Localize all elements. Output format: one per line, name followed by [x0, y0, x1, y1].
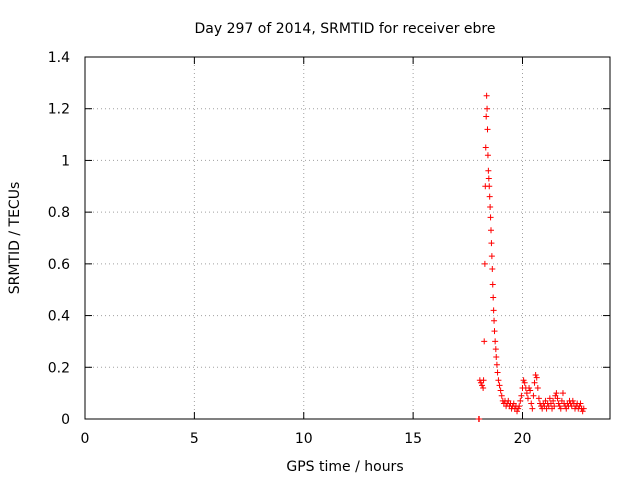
data-point — [579, 408, 586, 415]
data-point — [515, 405, 522, 412]
x-tick-label: 10 — [295, 431, 313, 447]
ticks: 0 0.2 0.4 0.6 0.8 1 1.2 1.4 0 5 10 15 20 — [48, 50, 610, 447]
grid — [85, 57, 610, 419]
x-axis-label: GPS time / hours — [286, 459, 403, 475]
data-point — [534, 384, 541, 391]
data-point — [557, 405, 564, 412]
data-point — [556, 403, 563, 410]
data-point — [520, 377, 527, 384]
y-tick-label: 0.8 — [48, 205, 70, 221]
data-point — [529, 405, 536, 412]
data-points — [475, 92, 587, 422]
data-point — [494, 369, 501, 376]
data-point — [580, 405, 587, 412]
data-point — [526, 384, 533, 391]
data-point — [489, 281, 496, 288]
data-point — [487, 214, 494, 221]
data-point — [477, 379, 484, 386]
data-point — [482, 144, 489, 151]
data-point — [484, 152, 491, 159]
data-point — [480, 384, 487, 391]
data-point — [481, 338, 488, 345]
data-point — [554, 395, 561, 402]
data-point — [514, 408, 521, 415]
data-point — [569, 397, 576, 404]
data-point — [489, 266, 496, 273]
data-point — [493, 353, 500, 360]
data-point — [524, 395, 531, 402]
data-point — [486, 193, 493, 200]
data-point — [492, 338, 499, 345]
y-tick-label: 1.2 — [48, 102, 70, 118]
x-tick-label: 5 — [190, 431, 199, 447]
data-point — [516, 403, 523, 410]
chart-title: Day 297 of 2014, SRMTID for receiver ebr… — [195, 21, 496, 37]
data-point — [531, 379, 538, 386]
data-point — [517, 397, 524, 404]
data-point — [484, 105, 491, 112]
data-point — [492, 346, 499, 353]
data-point — [523, 390, 530, 397]
data-point — [485, 175, 492, 182]
data-point — [493, 361, 500, 368]
data-point — [553, 390, 560, 397]
y-tick-label: 1 — [61, 153, 70, 169]
data-point — [498, 392, 505, 399]
data-point — [495, 377, 502, 384]
data-point — [530, 392, 537, 399]
data-point — [485, 167, 492, 174]
data-point — [496, 382, 503, 389]
data-point — [532, 372, 539, 379]
data-point — [488, 253, 495, 260]
y-tick-label: 0.6 — [48, 257, 70, 273]
x-tick-label: 0 — [81, 431, 90, 447]
data-point — [491, 328, 498, 335]
data-point — [486, 183, 493, 190]
data-point — [483, 92, 490, 99]
data-point — [555, 400, 562, 407]
y-axis-label: SRMTID / TECUs — [7, 182, 23, 295]
data-point — [480, 377, 487, 384]
data-point — [479, 382, 486, 389]
data-point — [481, 260, 488, 267]
data-point — [559, 390, 566, 397]
data-point — [490, 294, 497, 301]
data-point — [551, 403, 558, 410]
data-point — [527, 387, 534, 394]
data-point — [521, 379, 528, 386]
y-tick-label: 0.4 — [48, 309, 70, 325]
x-tick-label: 15 — [404, 431, 422, 447]
data-point — [546, 395, 553, 402]
y-tick-label: 1.4 — [48, 50, 70, 66]
data-point — [476, 416, 483, 422]
data-point — [491, 317, 498, 324]
x-tick-label: 20 — [514, 431, 532, 447]
data-point — [490, 307, 497, 314]
data-point — [484, 126, 491, 133]
plot-frame — [84, 56, 611, 420]
data-point — [497, 387, 504, 394]
data-point — [487, 203, 494, 210]
data-point — [533, 374, 540, 381]
data-point — [483, 113, 490, 120]
data-point — [488, 227, 494, 234]
data-point — [577, 400, 584, 407]
data-point — [518, 392, 525, 399]
data-point — [535, 395, 542, 402]
data-point — [488, 240, 495, 247]
y-tick-label: 0 — [61, 412, 70, 428]
data-point — [550, 397, 557, 404]
data-point — [528, 400, 535, 407]
y-tick-label: 0.2 — [48, 360, 70, 376]
